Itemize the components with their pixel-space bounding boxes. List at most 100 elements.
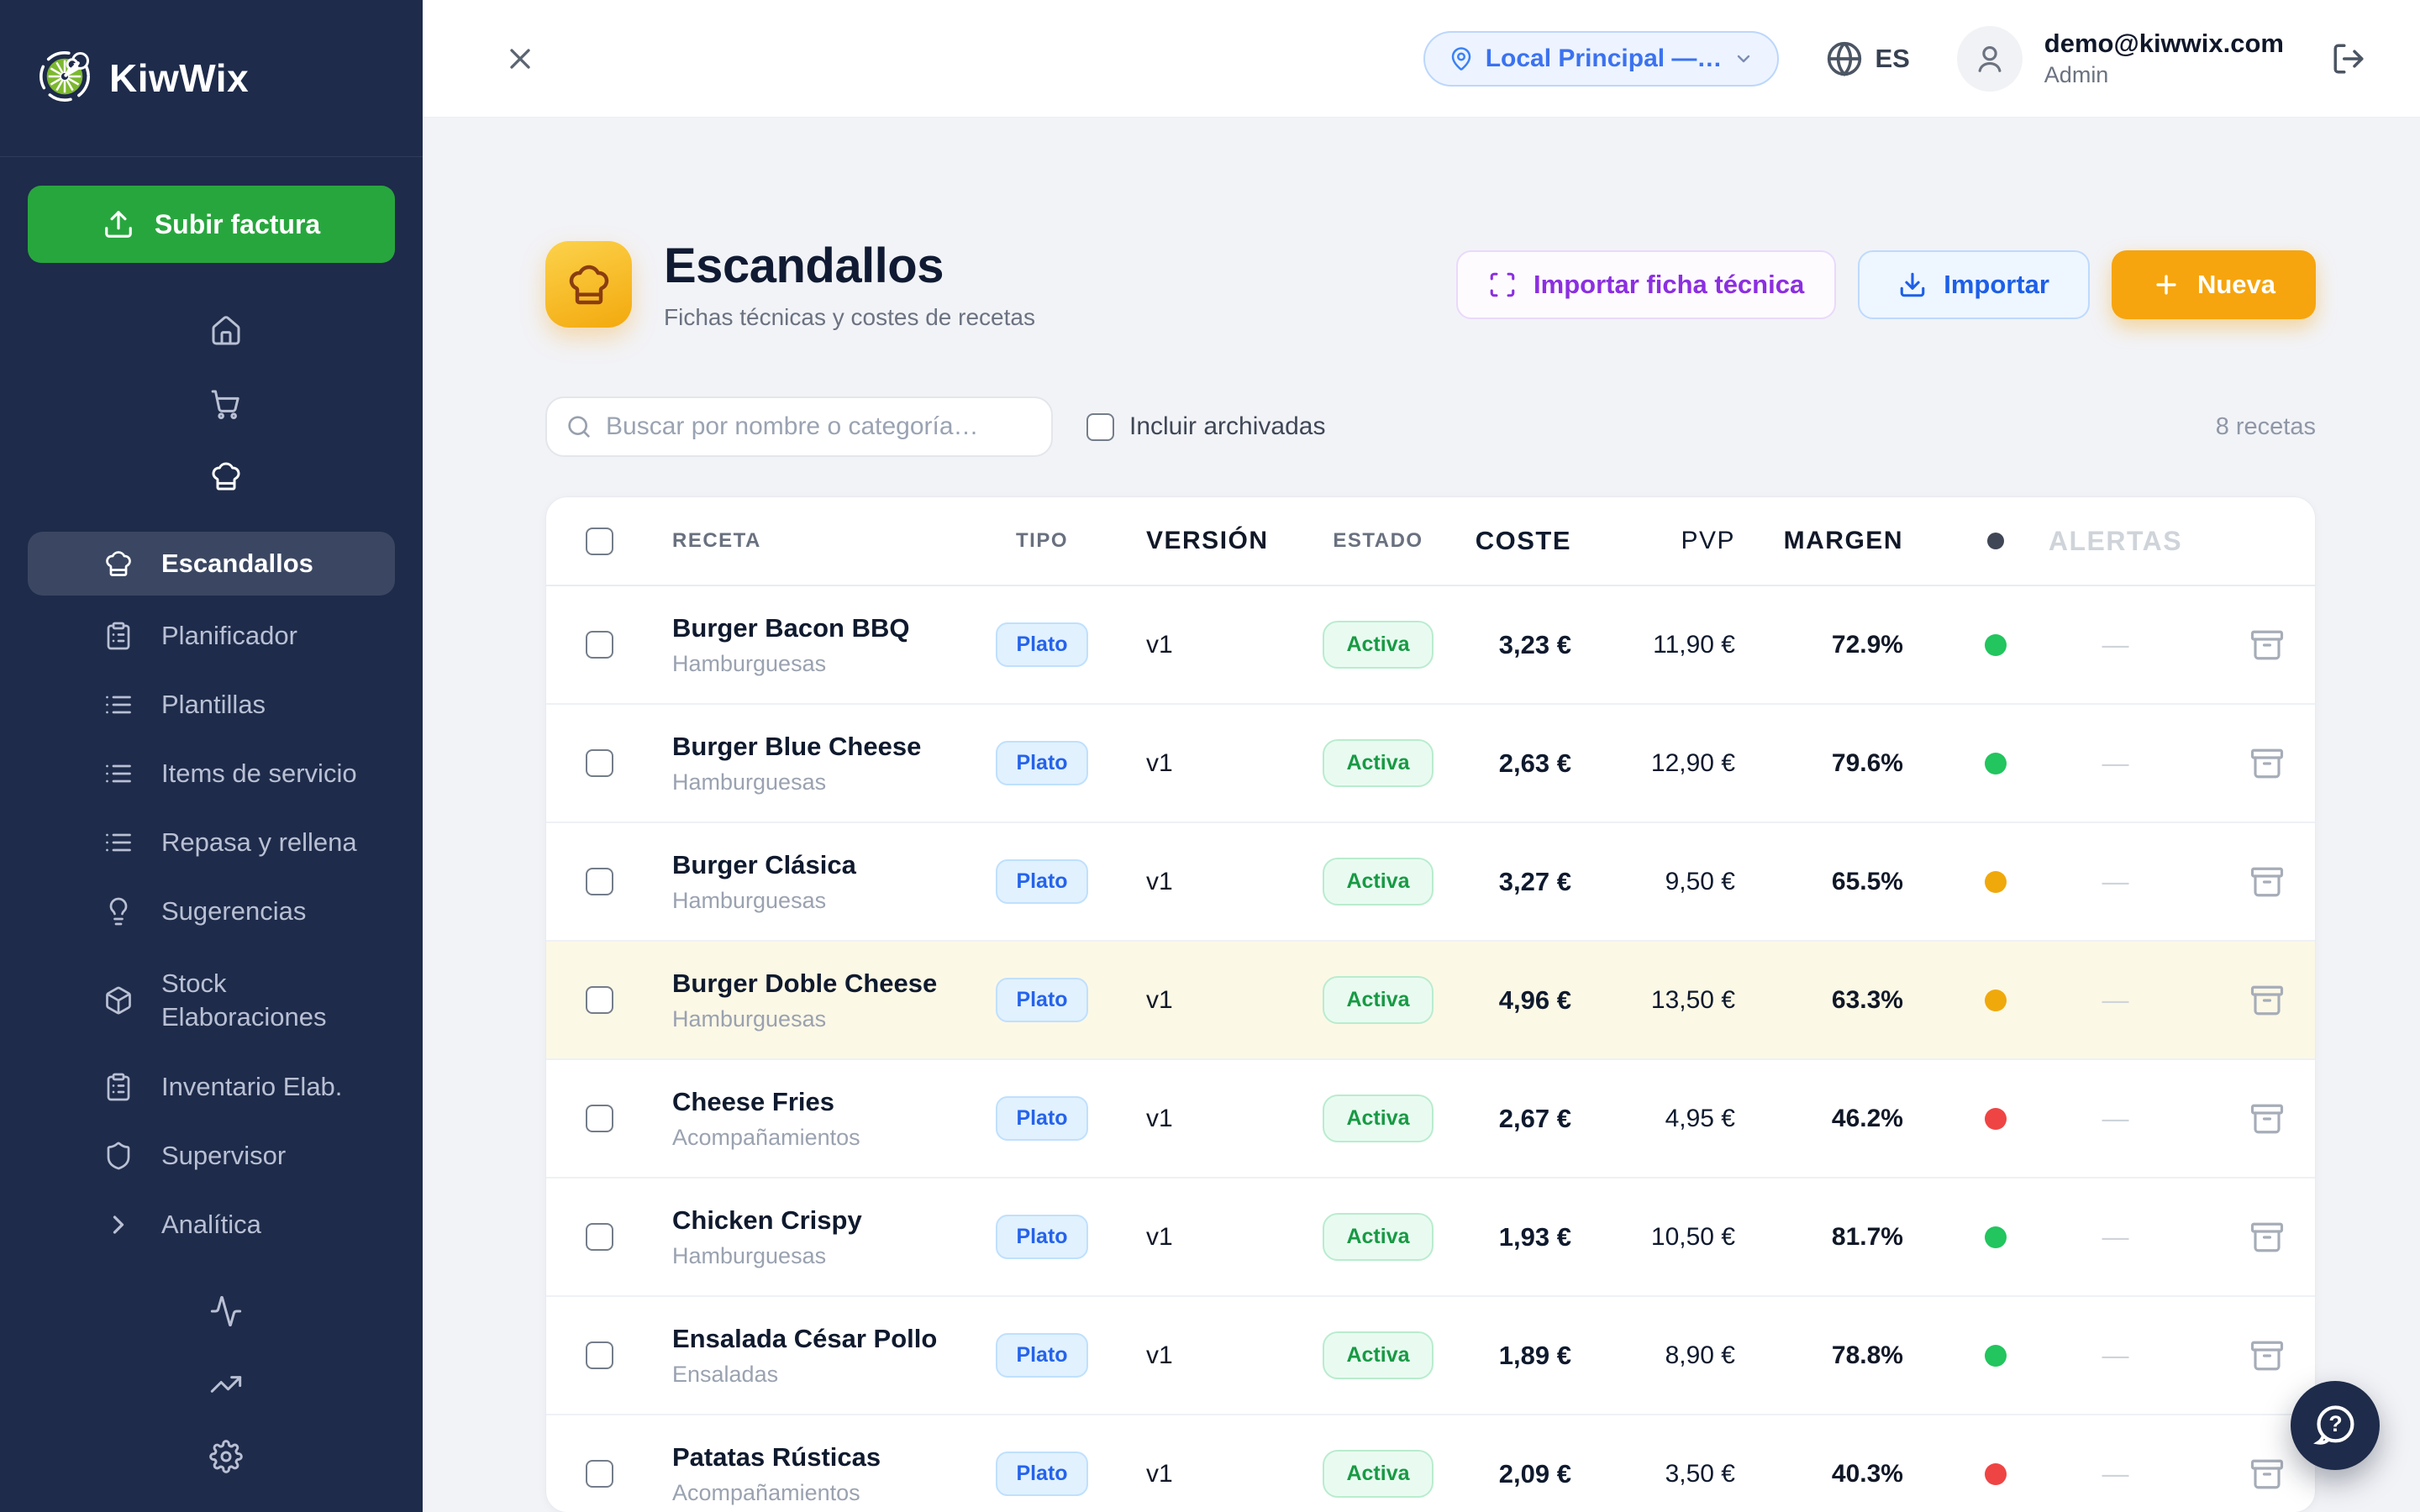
recipe-category: Hamburguesas <box>672 769 827 795</box>
margin-dot <box>1985 1226 2007 1248</box>
recipe-count: 8 recetas <box>2215 412 2316 440</box>
recipe-name[interactable]: Burger Clásica <box>672 849 856 879</box>
archive-icon[interactable] <box>2249 1220 2285 1255</box>
recipe-version: v1 <box>1146 630 1173 659</box>
upload-invoice-button[interactable]: Subir factura <box>28 186 395 263</box>
sidebar-item-inventario-elab[interactable]: Inventario Elab. <box>28 1061 395 1113</box>
row-checkbox[interactable] <box>586 986 613 1014</box>
recipe-version: v1 <box>1146 1104 1173 1132</box>
status-badge: Activa <box>1323 739 1434 787</box>
recipe-name[interactable]: Patatas Rústicas <box>672 1441 881 1472</box>
recipe-name[interactable]: Burger Blue Cheese <box>672 731 922 761</box>
recipe-pvp: 11,90 € <box>1653 630 1735 659</box>
gear-icon <box>208 1439 244 1474</box>
recipe-name[interactable]: Chicken Crispy <box>672 1205 862 1235</box>
recipe-name[interactable]: Ensalada César Pollo <box>672 1323 938 1353</box>
row-checkbox[interactable] <box>586 749 613 777</box>
archive-icon[interactable] <box>2249 1457 2285 1492</box>
close-icon[interactable] <box>500 39 540 79</box>
location-selector[interactable]: Local Principal —… <box>1423 30 1780 87</box>
type-badge: Plato <box>996 1096 1088 1141</box>
recipe-cost: 2,63 € <box>1498 748 1571 778</box>
list-icon <box>101 756 136 791</box>
row-checkbox[interactable] <box>586 868 613 895</box>
archive-icon[interactable] <box>2249 746 2285 781</box>
recipe-version: v1 <box>1146 867 1173 895</box>
table-row: Burger Clásica Hamburguesas Plato v1 Activa 3… <box>546 823 2315 942</box>
sidebar-item-inicio[interactable]: Inicio <box>28 313 395 355</box>
row-checkbox[interactable] <box>586 1460 613 1488</box>
col-estado: ESTADO <box>1333 529 1423 552</box>
sidebar-item-analitica[interactable]: Analítica <box>28 1199 395 1251</box>
recipe-cost: 3,27 € <box>1498 866 1571 896</box>
sidebar-item-supervisor[interactable]: Supervisor <box>28 1130 395 1182</box>
row-checkbox[interactable] <box>586 1341 613 1369</box>
sidebar-item-configuracion[interactable]: Configuración <box>28 1439 395 1481</box>
archive-icon[interactable] <box>2249 864 2285 900</box>
sidebar-item-stock-elaboraciones[interactable]: Stock Elaboraciones <box>28 954 395 1047</box>
recipe-cost: 2,09 € <box>1498 1458 1571 1488</box>
type-badge: Plato <box>996 1215 1088 1259</box>
search-input[interactable] <box>545 396 1053 457</box>
sidebar-item-planificador[interactable]: Planificador <box>28 610 395 662</box>
language-selector[interactable]: ES <box>1826 40 1910 77</box>
sidebar-item-repasa-y-rellena[interactable]: Repasa y rellena <box>28 816 395 869</box>
download-icon <box>1898 270 1927 299</box>
select-all-checkbox[interactable] <box>586 527 613 555</box>
sidebar-item-items-de-servicio[interactable]: Items de servicio <box>28 748 395 800</box>
sidebar-item-label: Sugerencias <box>161 896 307 927</box>
sidebar-item-escandallos[interactable]: Escandallos <box>28 532 395 596</box>
type-badge: Plato <box>996 978 1088 1022</box>
clipboard-icon <box>101 618 136 654</box>
bulb-icon <box>101 894 136 929</box>
help-button[interactable]: ? <box>2291 1381 2380 1470</box>
col-coste: COSTE <box>1475 526 1571 555</box>
archive-icon[interactable] <box>2249 1101 2285 1137</box>
archive-icon[interactable] <box>2249 983 2285 1018</box>
sidebar-item-sugerencias[interactable]: Sugerencias <box>28 885 395 937</box>
type-badge: Plato <box>996 1333 1088 1378</box>
activity-icon <box>208 1294 244 1329</box>
include-archived-toggle[interactable]: Incluir archivadas <box>1086 412 1325 441</box>
sidebar-item-compras[interactable]: Compras <box>28 386 395 428</box>
new-recipe-button[interactable]: Nueva <box>2111 249 2316 319</box>
import-label: Importar <box>1944 269 2049 299</box>
row-checkbox[interactable] <box>586 631 613 659</box>
import-button[interactable]: Importar <box>1858 249 2090 319</box>
alert-value: — <box>2102 984 2129 1015</box>
clipboard-icon <box>101 1069 136 1105</box>
margin-dot <box>1985 1344 2007 1367</box>
sidebar-item-label: Analítica <box>161 1210 261 1240</box>
archive-icon[interactable] <box>2249 1338 2285 1373</box>
user-menu[interactable]: demo@kiwwix.com Admin <box>1956 25 2284 92</box>
recipe-name[interactable]: Burger Doble Cheese <box>672 968 938 998</box>
recipe-name[interactable]: Burger Bacon BBQ <box>672 612 910 643</box>
sidebar: KiwWix Subir factura Inicio Compras Cocina… <box>0 0 423 1512</box>
sidebar-item-operaciones[interactable]: Operaciones <box>28 1294 395 1336</box>
include-archived-checkbox[interactable] <box>1086 412 1114 441</box>
recipe-name[interactable]: Cheese Fries <box>672 1086 834 1116</box>
recipe-cost: 1,93 € <box>1498 1221 1571 1252</box>
recipe-margin: 72.9% <box>1831 630 1903 659</box>
row-checkbox[interactable] <box>586 1223 613 1251</box>
col-tipo: TIPO <box>1015 529 1068 552</box>
sidebar-item-ventas[interactable]: Ventas <box>28 1367 395 1409</box>
row-checkbox[interactable] <box>586 1105 613 1132</box>
sidebar-item-plantillas[interactable]: Plantillas <box>28 679 395 731</box>
location-selector-label: Local Principal —… <box>1485 44 1723 72</box>
col-version: VERSIÓN <box>1146 527 1269 554</box>
recipe-cost: 3,23 € <box>1498 629 1571 659</box>
table-row: Burger Bacon BBQ Hamburguesas Plato v1 Activ… <box>546 586 2315 705</box>
recipe-margin: 40.3% <box>1831 1459 1903 1488</box>
status-badge: Activa <box>1323 858 1434 906</box>
archive-icon[interactable] <box>2249 627 2285 663</box>
sidebar-item-cocina[interactable]: Cocina <box>28 459 395 501</box>
recipe-pvp: 12,90 € <box>1650 748 1735 777</box>
status-badge: Activa <box>1323 976 1434 1024</box>
recipe-cost: 2,67 € <box>1498 1103 1571 1133</box>
sidebar-item-label: Stock Elaboraciones <box>161 968 327 1032</box>
margin-dot <box>1985 752 2007 774</box>
logout-icon[interactable] <box>2331 41 2366 76</box>
import-datasheet-button[interactable]: Importar ficha técnica <box>1456 249 1837 319</box>
alert-value: — <box>2102 1103 2129 1133</box>
